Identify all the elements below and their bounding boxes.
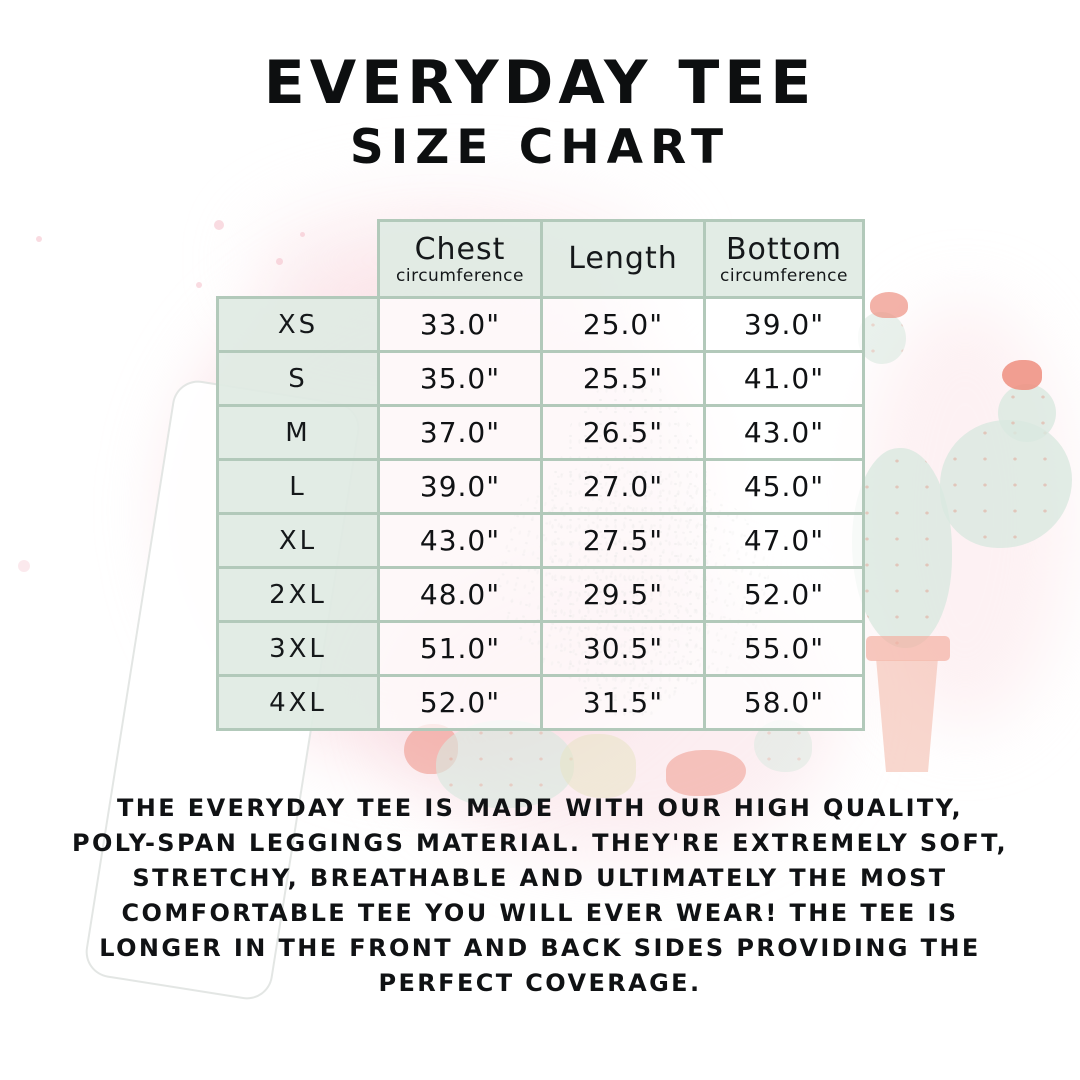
table-row: 2XL 48.0" 29.5" 52.0" bbox=[216, 566, 865, 623]
page-title: EVERYDAY TEE SIZE CHART bbox=[0, 48, 1080, 175]
column-label: Bottom bbox=[725, 232, 843, 267]
column-sublabel: circumference bbox=[720, 266, 848, 286]
bottom-value-cell: 47.0" bbox=[703, 512, 865, 569]
chest-value-cell: 33.0" bbox=[377, 296, 543, 353]
size-label-cell: XL bbox=[216, 512, 380, 569]
chest-value-cell: 48.0" bbox=[377, 566, 543, 623]
bottom-value-cell: 58.0" bbox=[703, 674, 865, 731]
cactus-icon bbox=[858, 312, 906, 364]
description-line: LONGER IN THE FRONT AND BACK SIDES PROVI… bbox=[99, 934, 981, 962]
size-label-cell: S bbox=[216, 350, 380, 407]
description-line: STRETCHY, BREATHABLE AND ULTIMATELY THE … bbox=[132, 864, 948, 892]
watercolor-blob bbox=[560, 734, 636, 798]
column-header: Bottom circumference bbox=[703, 219, 865, 299]
bottom-value-cell: 55.0" bbox=[703, 620, 865, 677]
paint-dot bbox=[18, 560, 30, 572]
table-row: 3XL 51.0" 30.5" 55.0" bbox=[216, 620, 865, 677]
chest-value-cell: 35.0" bbox=[377, 350, 543, 407]
cactus-icon bbox=[436, 720, 574, 808]
plant-pot-icon bbox=[876, 660, 938, 772]
product-title: EVERYDAY TEE bbox=[263, 48, 817, 118]
size-label-cell: M bbox=[216, 404, 380, 461]
flower-icon bbox=[1002, 360, 1042, 390]
table-body: XS 33.0" 25.0" 39.0" S 35.0" 25.5" 41.0"… bbox=[216, 296, 865, 731]
table-row: M 37.0" 26.5" 43.0" bbox=[216, 404, 865, 461]
size-label-cell: L bbox=[216, 458, 380, 515]
chest-value-cell: 43.0" bbox=[377, 512, 543, 569]
chest-value-cell: 51.0" bbox=[377, 620, 543, 677]
paint-dot bbox=[196, 282, 202, 288]
table-row: XL 43.0" 27.5" 47.0" bbox=[216, 512, 865, 569]
bottom-value-cell: 45.0" bbox=[703, 458, 865, 515]
table-row: L 39.0" 27.0" 45.0" bbox=[216, 458, 865, 515]
length-value-cell: 31.5" bbox=[540, 674, 706, 731]
size-label-cell: 3XL bbox=[216, 620, 380, 677]
description-line: COMFORTABLE TEE YOU WILL EVER WEAR! THE … bbox=[121, 899, 959, 927]
paint-dot bbox=[300, 232, 305, 237]
header-spacer-cell bbox=[218, 221, 379, 298]
flower-icon bbox=[870, 292, 908, 318]
size-label-cell: 4XL bbox=[216, 674, 380, 731]
chest-value-cell: 39.0" bbox=[377, 458, 543, 515]
length-value-cell: 26.5" bbox=[540, 404, 706, 461]
product-description: THE EVERYDAY TEE IS MADE WITH OUR HIGH Q… bbox=[0, 791, 1080, 1001]
chart-subtitle: SIZE CHART bbox=[349, 120, 731, 175]
column-label: Chest bbox=[414, 232, 506, 267]
table-header-row: Chest circumference Length Bottom circum… bbox=[218, 219, 865, 299]
table-row: S 35.0" 25.5" 41.0" bbox=[216, 350, 865, 407]
description-line: PERFECT COVERAGE. bbox=[378, 969, 702, 997]
length-value-cell: 25.0" bbox=[540, 296, 706, 353]
chest-value-cell: 52.0" bbox=[377, 674, 543, 731]
bottom-value-cell: 43.0" bbox=[703, 404, 865, 461]
length-value-cell: 27.0" bbox=[540, 458, 706, 515]
column-header: Chest circumference bbox=[377, 219, 543, 299]
bottom-value-cell: 39.0" bbox=[703, 296, 865, 353]
column-header: Length bbox=[540, 219, 706, 299]
flower-icon bbox=[666, 750, 746, 796]
table-row: XS 33.0" 25.0" 39.0" bbox=[216, 296, 865, 353]
paint-dot bbox=[36, 236, 42, 242]
cactus-icon bbox=[998, 384, 1056, 442]
table-row: 4XL 52.0" 31.5" 58.0" bbox=[216, 674, 865, 731]
size-label-cell: XS bbox=[216, 296, 380, 353]
column-sublabel: circumference bbox=[396, 266, 524, 286]
cactus-icon bbox=[940, 420, 1072, 548]
size-chart-table: Chest circumference Length Bottom circum… bbox=[216, 219, 865, 731]
length-value-cell: 25.5" bbox=[540, 350, 706, 407]
length-value-cell: 30.5" bbox=[540, 620, 706, 677]
plant-pot-icon bbox=[866, 636, 950, 661]
length-value-cell: 27.5" bbox=[540, 512, 706, 569]
paint-dot bbox=[276, 258, 283, 265]
bottom-value-cell: 52.0" bbox=[703, 566, 865, 623]
column-label: Length bbox=[568, 240, 678, 276]
description-line: POLY-SPAN LEGGINGS MATERIAL. THEY'RE EXT… bbox=[71, 829, 1009, 857]
length-value-cell: 29.5" bbox=[540, 566, 706, 623]
description-line: THE EVERYDAY TEE IS MADE WITH OUR HIGH Q… bbox=[116, 794, 963, 822]
size-label-cell: 2XL bbox=[216, 566, 380, 623]
bottom-value-cell: 41.0" bbox=[703, 350, 865, 407]
paint-dot bbox=[214, 220, 224, 230]
chest-value-cell: 37.0" bbox=[377, 404, 543, 461]
cactus-icon bbox=[852, 448, 952, 648]
